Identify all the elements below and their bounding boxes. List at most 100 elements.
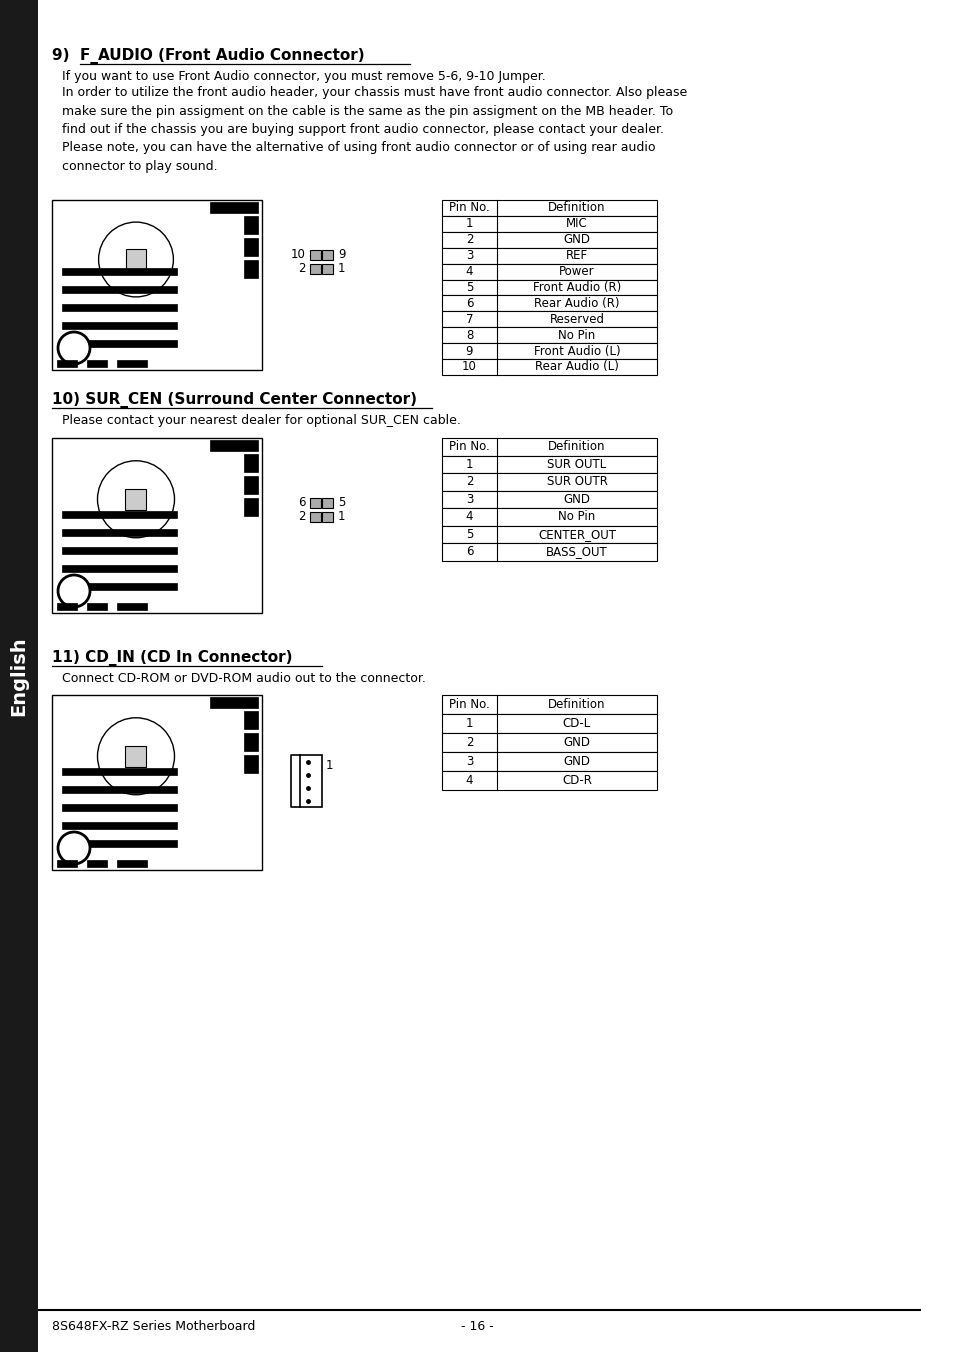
- Bar: [52, 438, 262, 612]
- Bar: [87, 360, 107, 366]
- Bar: [441, 360, 657, 375]
- Text: 8S648FX-RZ Series Motherboard: 8S648FX-RZ Series Motherboard: [52, 1320, 255, 1333]
- Text: 9: 9: [337, 249, 345, 261]
- Bar: [244, 754, 257, 773]
- Text: 10) SUR_CEN (Surround Center Connector): 10) SUR_CEN (Surround Center Connector): [52, 392, 416, 408]
- Bar: [62, 529, 177, 535]
- Bar: [62, 304, 177, 311]
- Text: No Pin: No Pin: [558, 329, 595, 342]
- Bar: [441, 491, 657, 508]
- Bar: [441, 216, 657, 231]
- Bar: [441, 327, 657, 343]
- Bar: [441, 264, 657, 280]
- Bar: [310, 498, 320, 508]
- Bar: [441, 714, 657, 733]
- Bar: [62, 322, 177, 329]
- Bar: [62, 565, 177, 572]
- Text: 1: 1: [326, 758, 334, 772]
- Text: 3: 3: [465, 492, 473, 506]
- Bar: [57, 860, 77, 867]
- Bar: [62, 840, 177, 846]
- Bar: [441, 311, 657, 327]
- Text: 1: 1: [337, 511, 345, 523]
- Bar: [117, 360, 147, 366]
- Bar: [117, 860, 147, 867]
- Bar: [322, 498, 333, 508]
- Text: GND: GND: [563, 234, 590, 246]
- Bar: [57, 360, 77, 366]
- Text: 10: 10: [461, 361, 476, 373]
- Bar: [244, 216, 257, 234]
- Text: 10: 10: [291, 249, 306, 261]
- Text: Rear Audio (R): Rear Audio (R): [534, 297, 619, 310]
- Bar: [244, 711, 257, 729]
- Bar: [87, 603, 107, 610]
- Text: English: English: [10, 637, 29, 715]
- Bar: [126, 249, 146, 269]
- Bar: [57, 603, 77, 610]
- Bar: [441, 544, 657, 561]
- Text: 5: 5: [337, 496, 345, 510]
- Text: 4: 4: [465, 265, 473, 279]
- Bar: [441, 438, 657, 456]
- Text: No Pin: No Pin: [558, 510, 595, 523]
- Bar: [210, 698, 257, 708]
- Bar: [210, 439, 257, 452]
- Bar: [126, 746, 147, 767]
- Text: Front Audio (R): Front Audio (R): [533, 281, 620, 293]
- Bar: [0, 0, 38, 1352]
- Text: BASS_OUT: BASS_OUT: [545, 545, 607, 558]
- Text: Definition: Definition: [548, 201, 605, 215]
- Text: 4: 4: [465, 510, 473, 523]
- Circle shape: [97, 718, 174, 795]
- Circle shape: [58, 333, 90, 364]
- Text: Pin No.: Pin No.: [449, 201, 489, 215]
- Bar: [62, 822, 177, 829]
- Text: 2: 2: [465, 735, 473, 749]
- Bar: [441, 752, 657, 771]
- Text: 2: 2: [465, 234, 473, 246]
- Text: Reserved: Reserved: [549, 312, 604, 326]
- Text: 8: 8: [465, 329, 473, 342]
- Text: 1: 1: [337, 262, 345, 276]
- Bar: [62, 548, 177, 554]
- Bar: [210, 201, 257, 214]
- Bar: [244, 498, 257, 516]
- Text: In order to utilize the front audio header, your chassis must have front audio c: In order to utilize the front audio head…: [62, 87, 686, 173]
- Bar: [441, 733, 657, 752]
- Text: 2: 2: [298, 511, 306, 523]
- Bar: [62, 786, 177, 794]
- Bar: [117, 603, 147, 610]
- Text: 6: 6: [465, 545, 473, 558]
- Text: 1: 1: [465, 717, 473, 730]
- Bar: [441, 200, 657, 216]
- Text: Pin No.: Pin No.: [449, 441, 489, 453]
- Text: Pin No.: Pin No.: [449, 698, 489, 711]
- Text: If you want to use Front Audio connector, you must remove 5-6, 9-10 Jumper.: If you want to use Front Audio connector…: [62, 70, 545, 82]
- Bar: [244, 733, 257, 750]
- Text: 1: 1: [465, 458, 473, 470]
- Bar: [441, 343, 657, 360]
- Circle shape: [58, 831, 90, 864]
- Text: 6: 6: [298, 496, 306, 510]
- Bar: [52, 695, 262, 869]
- Bar: [322, 264, 333, 274]
- Text: 9)  F_AUDIO (Front Audio Connector): 9) F_AUDIO (Front Audio Connector): [52, 49, 364, 64]
- Bar: [87, 860, 107, 867]
- Bar: [310, 250, 320, 260]
- Text: REF: REF: [565, 249, 587, 262]
- Bar: [441, 526, 657, 544]
- Circle shape: [58, 575, 90, 607]
- Text: Definition: Definition: [548, 441, 605, 453]
- Bar: [244, 238, 257, 256]
- Bar: [441, 473, 657, 491]
- Bar: [310, 264, 320, 274]
- Text: MIC: MIC: [565, 218, 587, 230]
- Text: Rear Audio (L): Rear Audio (L): [535, 361, 618, 373]
- Bar: [441, 771, 657, 790]
- Text: 4: 4: [465, 773, 473, 787]
- Text: 11) CD_IN (CD In Connector): 11) CD_IN (CD In Connector): [52, 650, 293, 667]
- Bar: [441, 695, 657, 714]
- Bar: [62, 268, 177, 274]
- Bar: [62, 339, 177, 347]
